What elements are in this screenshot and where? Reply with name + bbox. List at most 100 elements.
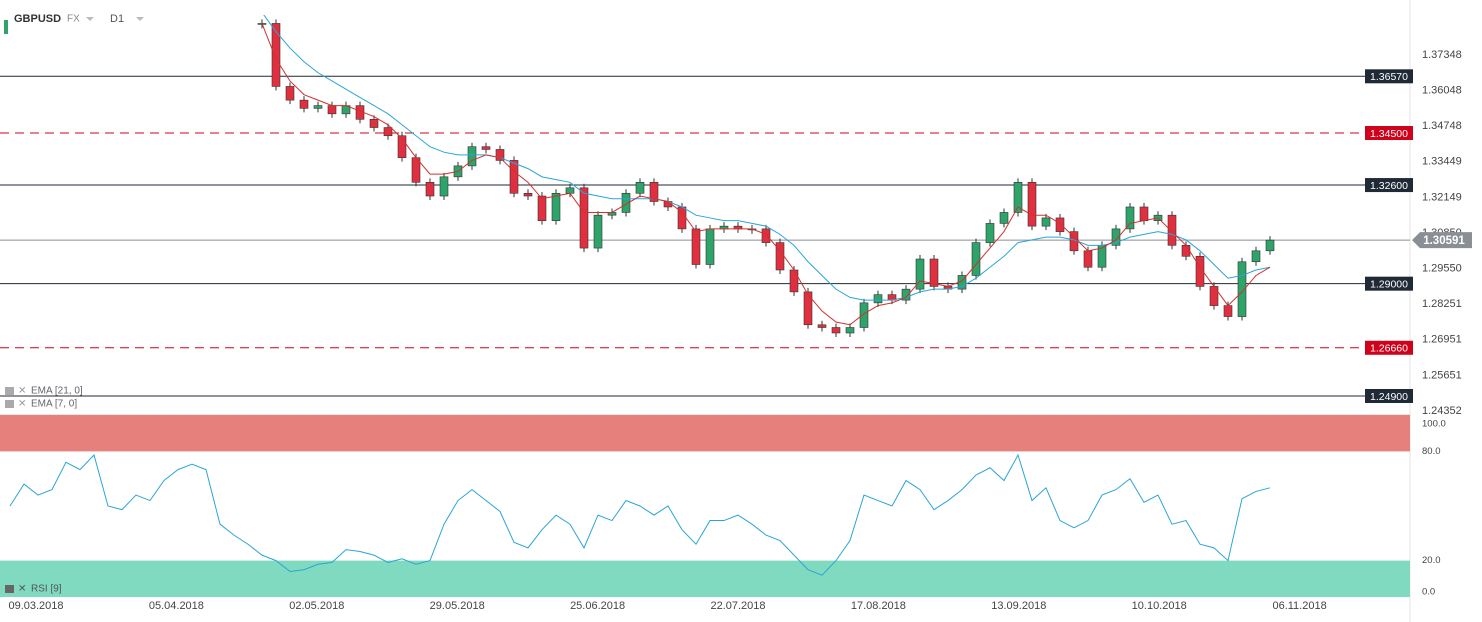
x-tick-label: 22.07.2018: [710, 600, 765, 612]
candle-body: [1265, 239, 1275, 252]
legend-icon[interactable]: [5, 387, 14, 395]
candle-body: [1223, 305, 1233, 317]
candle-body: [271, 23, 281, 87]
y-tick-label: 20.0: [1422, 555, 1441, 566]
candle-body: [439, 176, 449, 197]
candle-body: [523, 192, 533, 197]
symbol-icon: [4, 20, 8, 34]
candle-body: [649, 182, 659, 202]
candle-body: [1055, 217, 1065, 232]
candle-body: [915, 258, 925, 290]
y-tick-label: 1.24352: [1422, 405, 1462, 417]
ema-line: [261, 23, 1271, 326]
candle-body: [789, 269, 799, 293]
candle-body: [551, 192, 561, 221]
legend-icon[interactable]: [5, 400, 14, 408]
candle-body: [775, 242, 785, 271]
y-tick-label: 1.28251: [1422, 298, 1462, 310]
x-tick-label: 02.05.2018: [289, 600, 344, 612]
level-tag: [1365, 126, 1413, 141]
y-tick-label: 1.29550: [1422, 263, 1462, 275]
last-price-label: 1.30591: [1423, 235, 1465, 247]
legend-label: EMA [21, 0]: [31, 386, 83, 397]
x-tick-label: 17.08.2018: [851, 600, 906, 612]
dropdown[interactable]: [86, 17, 94, 21]
y-tick-label: 1.34748: [1422, 120, 1462, 132]
overbought-zone: [0, 415, 1410, 452]
y-tick-label: 1.36048: [1422, 85, 1462, 97]
y-tick-label: 1.26951: [1422, 334, 1462, 346]
x-tick-label: 10.10.2018: [1132, 600, 1187, 612]
y-tick-label: 1.25651: [1422, 369, 1462, 381]
candle-body: [1237, 261, 1247, 317]
level-tag: [1365, 340, 1413, 355]
candle-body: [873, 294, 883, 304]
candle-body: [1251, 250, 1261, 263]
y-tick-label: 0.0: [1422, 587, 1435, 598]
level-label: 1.24900: [1370, 391, 1408, 403]
level-label: 1.34500: [1370, 128, 1408, 140]
level-label: 1.26660: [1370, 343, 1408, 355]
candle-body: [1027, 182, 1037, 227]
candle-body: [929, 258, 939, 287]
symbol[interactable]: GBPUSD: [14, 13, 61, 25]
level-tag: [1365, 388, 1413, 403]
x-tick-label: 06.11.2018: [1272, 600, 1326, 612]
candle-body: [495, 149, 505, 161]
level-tag: [1365, 178, 1413, 193]
candle-body: [621, 192, 631, 213]
candle-body: [397, 135, 407, 158]
y-tick-label: 100.0: [1422, 419, 1446, 430]
candle-body: [985, 223, 995, 243]
level-label: 1.29000: [1370, 278, 1408, 290]
candle-body: [1083, 250, 1093, 268]
candle-body: [481, 146, 491, 150]
last-price-tag: [1412, 232, 1472, 249]
candle-body: [285, 86, 295, 101]
candle-body: [383, 127, 393, 137]
candle-body: [1111, 228, 1121, 246]
market[interactable]: FX: [67, 14, 80, 25]
candle-body: [299, 99, 309, 109]
y-tick-label: 1.32149: [1422, 191, 1462, 203]
legend-close[interactable]: ✕: [18, 399, 26, 410]
level-label: 1.32600: [1370, 180, 1408, 192]
rsi-line: [9, 453, 1271, 576]
candle-body: [859, 302, 869, 328]
candle-body: [971, 242, 981, 276]
oversold-zone: [0, 560, 1410, 597]
y-tick-label: 1.33449: [1422, 156, 1462, 168]
candle-body: [817, 324, 827, 328]
candle-body: [1125, 206, 1135, 230]
x-tick-label: 13.09.2018: [991, 600, 1046, 612]
level-tag: [1365, 69, 1413, 84]
legend-label: EMA [7, 0]: [31, 399, 77, 410]
candle-body: [845, 327, 855, 334]
candle-body: [1195, 255, 1205, 287]
candle-body: [705, 228, 715, 265]
candle-body: [831, 327, 841, 334]
x-tick-label: 09.03.2018: [8, 600, 63, 612]
candle-body: [593, 214, 603, 249]
candle-body: [327, 105, 337, 115]
candle-body: [425, 182, 435, 197]
candle-body: [1013, 182, 1023, 213]
legend-close[interactable]: ✕: [18, 386, 26, 397]
legend-icon[interactable]: [5, 585, 14, 593]
candle-body: [537, 195, 547, 221]
dropdown[interactable]: [136, 17, 144, 21]
candle-body: [1139, 206, 1149, 221]
candle-body: [467, 146, 477, 167]
candle-body: [803, 291, 813, 326]
interval[interactable]: D1: [110, 13, 124, 25]
legend-label: RSI [9]: [31, 584, 62, 595]
candle-body: [509, 160, 519, 194]
candle-body: [313, 105, 323, 109]
candle-body: [369, 119, 379, 128]
candle-body: [579, 187, 589, 249]
y-tick-label: 1.37348: [1422, 49, 1462, 61]
x-tick-label: 29.05.2018: [430, 600, 485, 612]
candle-body: [761, 228, 771, 243]
x-tick-label: 25.06.2018: [570, 600, 625, 612]
legend-close[interactable]: ✕: [18, 584, 26, 595]
